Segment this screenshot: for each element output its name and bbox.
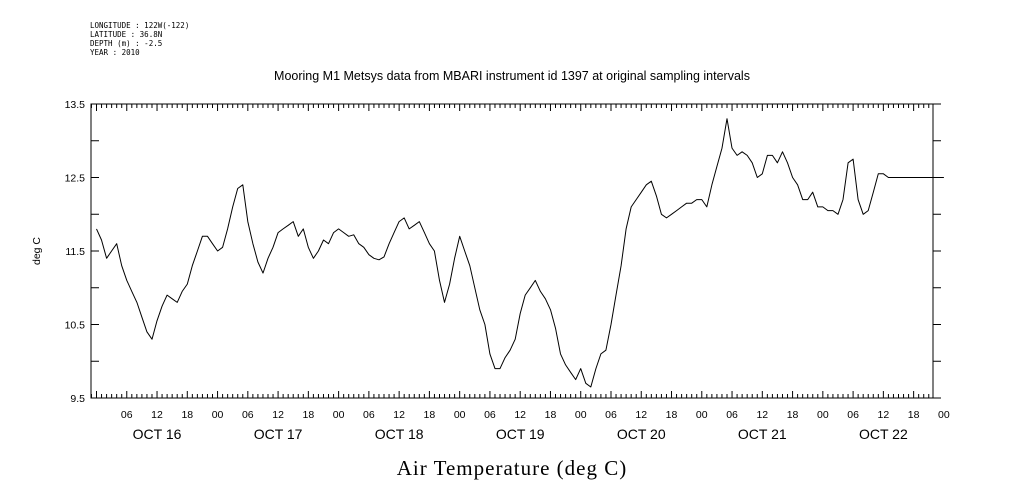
x-hour-label: 18 xyxy=(545,409,557,421)
x-hour-label: 12 xyxy=(393,409,405,421)
x-hour-label: 00 xyxy=(696,409,708,421)
x-hour-label: 18 xyxy=(181,409,193,421)
meta-longitude: LONGITUDE : 122W(-122) xyxy=(90,21,189,30)
x-hour-label: 18 xyxy=(424,409,436,421)
x-hour-label: 12 xyxy=(272,409,284,421)
x-hour-label: 18 xyxy=(303,409,315,421)
x-hour-label: 00 xyxy=(575,409,587,421)
x-hour-label: 00 xyxy=(454,409,466,421)
x-hour-label: 06 xyxy=(242,409,254,421)
x-day-label: OCT 17 xyxy=(254,426,303,442)
x-hour-label: 06 xyxy=(847,409,859,421)
x-hour-label: 06 xyxy=(726,409,738,421)
x-hour-label: 12 xyxy=(151,409,163,421)
y-tick-label: 13.5 xyxy=(65,99,86,111)
x-day-label: OCT 19 xyxy=(496,426,545,442)
x-axis-label: Air Temperature (deg C) xyxy=(397,456,627,480)
y-tick-label: 12.5 xyxy=(65,173,86,185)
x-hour-label: 18 xyxy=(666,409,678,421)
meta-latitude: LATITUDE : 36.8N xyxy=(90,30,162,39)
x-day-label: OCT 22 xyxy=(859,426,908,442)
y-axis: 9.5 10.5 11.5 12.5 13.5 xyxy=(65,99,941,405)
x-hour-label: 18 xyxy=(908,409,920,421)
y-tick-label: 10.5 xyxy=(65,320,86,332)
x-hour-label: 12 xyxy=(878,409,890,421)
x-day-label: OCT 21 xyxy=(738,426,787,442)
x-hour-label: 00 xyxy=(938,409,950,421)
x-hour-label: 06 xyxy=(121,409,133,421)
series-layer xyxy=(96,118,944,388)
y-axis-label: deg C xyxy=(31,237,43,265)
x-hour-label: 00 xyxy=(817,409,829,421)
x-hour-label: 18 xyxy=(787,409,799,421)
y-tick-label: 9.5 xyxy=(70,393,85,405)
x-hour-label: 12 xyxy=(635,409,647,421)
x-hour-label: 00 xyxy=(333,409,345,421)
x-hour-label: 06 xyxy=(484,409,496,421)
x-hour-label: 12 xyxy=(514,409,526,421)
y-tick-label: 11.5 xyxy=(65,246,85,258)
x-day-label: OCT 16 xyxy=(133,426,182,442)
x-axis: 06 12 18 00 06 12 18 00 06 12 18 00 06 12 18 00 06 12 18 00… xyxy=(90,104,950,442)
x-hour-label: 06 xyxy=(363,409,375,421)
chart-title: Mooring M1 Metsys data from MBARI instru… xyxy=(274,69,750,83)
x-hour-label: 00 xyxy=(212,409,224,421)
x-hour-label: 06 xyxy=(605,409,617,421)
meta-depth: DEPTH (m) : -2.5 xyxy=(90,39,162,48)
x-day-label: OCT 20 xyxy=(617,426,666,442)
meta-year: YEAR : 2010 xyxy=(90,48,140,57)
x-hour-label: 12 xyxy=(756,409,768,421)
x-day-label: OCT 18 xyxy=(375,426,424,442)
series-line xyxy=(96,118,944,388)
